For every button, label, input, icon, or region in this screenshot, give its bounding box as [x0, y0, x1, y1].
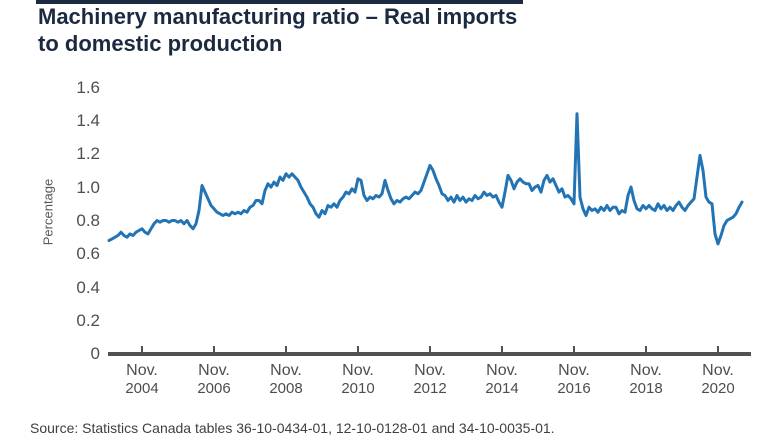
- x-tick-label: Nov. 2004: [106, 361, 178, 398]
- chart-title: Machinery manufacturing ratio – Real imp…: [38, 3, 517, 57]
- x-axis-tick: [357, 346, 359, 353]
- chart-title-line1: Machinery manufacturing ratio – Real imp…: [38, 4, 518, 29]
- x-tick-year: 2008: [269, 380, 303, 397]
- x-axis-tick: [213, 346, 215, 353]
- x-tick-label: Nov. 2010: [322, 361, 394, 398]
- y-tick-label: 0.4: [76, 278, 100, 297]
- y-tick-label: 0.8: [76, 211, 100, 230]
- x-tick-year: 2016: [557, 380, 591, 397]
- x-tick-label: Nov. 2020: [682, 361, 754, 398]
- y-tick-label: 1.0: [76, 178, 100, 197]
- x-tick-month: Nov.: [558, 362, 590, 379]
- x-axis-tick: [501, 346, 503, 353]
- x-tick-label: Nov. 2012: [394, 361, 466, 398]
- x-tick-year: 2020: [701, 380, 735, 397]
- x-axis-tick: [141, 346, 143, 353]
- x-axis-line: [108, 352, 751, 356]
- y-tick-label: 1.2: [76, 144, 100, 163]
- y-tick-label: 0.6: [76, 244, 100, 263]
- x-tick-label: Nov. 2014: [466, 361, 538, 398]
- x-tick-year: 2010: [341, 380, 375, 397]
- y-tick-label: 0: [90, 344, 100, 363]
- y-tick-label: 1.4: [76, 111, 100, 130]
- y-tick-label: 1.6: [76, 78, 100, 97]
- source-note: Source: Statistics Canada tables 36-10-0…: [30, 420, 555, 436]
- x-axis-tick: [285, 346, 287, 353]
- x-tick-year: 2012: [413, 380, 447, 397]
- x-tick-label: Nov. 2018: [610, 361, 682, 398]
- x-tick-year: 2014: [485, 380, 519, 397]
- x-tick-year: 2006: [197, 380, 231, 397]
- x-tick-label: Nov. 2008: [250, 361, 322, 398]
- y-tick-label: 0.2: [76, 311, 100, 330]
- x-tick-month: Nov.: [270, 362, 302, 379]
- x-tick-year: 2018: [629, 380, 663, 397]
- x-tick-month: Nov.: [198, 362, 230, 379]
- x-tick-month: Nov.: [702, 362, 734, 379]
- x-tick-month: Nov.: [630, 362, 662, 379]
- data-series-line: [107, 112, 744, 246]
- top-crop-artifact: [36, 0, 523, 4]
- x-axis-tick: [429, 346, 431, 353]
- x-axis-tick: [573, 346, 575, 353]
- x-tick-month: Nov.: [414, 362, 446, 379]
- x-tick-year: 2004: [125, 380, 159, 397]
- x-axis-tick: [717, 346, 719, 353]
- x-axis-tick: [645, 346, 647, 353]
- x-tick-month: Nov.: [342, 362, 374, 379]
- x-tick-month: Nov.: [126, 362, 158, 379]
- x-tick-label: Nov. 2006: [178, 361, 250, 398]
- chart-title-line2: to domestic production: [38, 31, 283, 56]
- x-tick-month: Nov.: [486, 362, 518, 379]
- x-tick-label: Nov. 2016: [538, 361, 610, 398]
